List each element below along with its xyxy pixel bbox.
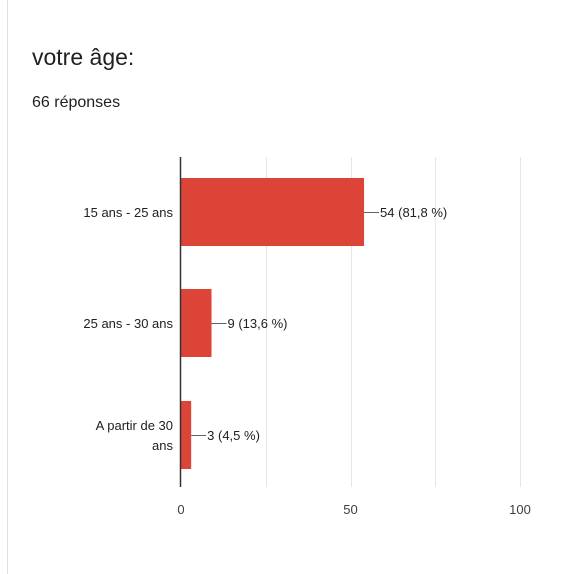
bar (181, 401, 192, 469)
x-tick-labels: 0 50 100 (177, 502, 530, 517)
x-tick-label: 100 (509, 502, 531, 517)
category-label: ans (152, 438, 173, 453)
x-tick-label: 0 (177, 502, 184, 517)
question-title: votre âge: (32, 44, 135, 70)
bars (181, 178, 365, 469)
card-left-border (7, 0, 8, 574)
data-label: 9 (13,6 %) (228, 316, 288, 331)
category-label: A partir de 30 (96, 418, 173, 433)
category-labels: 15 ans - 25 ans 25 ans - 30 ans A partir d… (83, 205, 173, 453)
category-label: 25 ans - 30 ans (83, 316, 173, 331)
category-label: 15 ans - 25 ans (83, 205, 173, 220)
bar (181, 178, 365, 246)
bar (181, 289, 212, 357)
data-label: 54 (81,8 %) (380, 205, 447, 220)
response-count: 66 réponses (32, 94, 121, 111)
x-tick-label: 50 (343, 502, 357, 517)
data-label: 3 (4,5 %) (207, 428, 260, 443)
data-labels: 54 (81,8 %) 9 (13,6 %) 3 (4,5 %) (207, 205, 447, 443)
leader-lines (191, 212, 380, 436)
